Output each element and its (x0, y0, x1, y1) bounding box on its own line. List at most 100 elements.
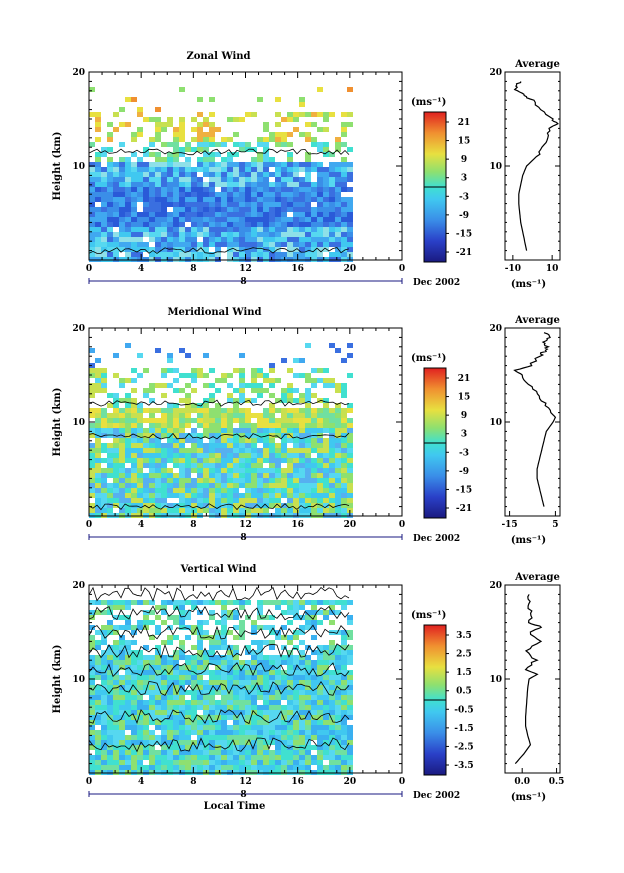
date-marker: 8 (240, 790, 246, 800)
colorbar-label: -9 (459, 467, 469, 477)
date-label: Dec 2002 (413, 278, 460, 288)
colorbar-label: 0.5 (456, 687, 472, 697)
x-tick-label: 8 (190, 264, 196, 274)
colorbar-label: -15 (456, 485, 472, 495)
profile-x-tick-label: -10 (505, 264, 521, 274)
contours (88, 399, 350, 511)
x-tick-label: 16 (291, 264, 304, 274)
panel-title: Meridional Wind (167, 307, 261, 318)
y-axis-title: Height (km) (52, 388, 63, 457)
heatmap-cells (89, 343, 353, 518)
x-tick-label: 0 (399, 520, 405, 530)
colorbar-label: -3.5 (454, 761, 473, 771)
profile-y-tick-label: 20 (489, 68, 502, 78)
profile-frame (504, 584, 561, 774)
colorbar-label: -15 (456, 229, 472, 239)
profile-title: Average (514, 572, 560, 583)
colorbar-label: 15 (458, 393, 471, 403)
profile-x-tick-label: 0.0 (514, 777, 530, 787)
contours (88, 148, 350, 254)
x-tick-label: 0 (86, 777, 92, 787)
x-tick-label: 20 (344, 520, 357, 530)
profile-series-line (514, 594, 543, 765)
colorbar-label: -2.5 (454, 742, 473, 752)
colorbar-label: -21 (456, 248, 472, 258)
date-label: Dec 2002 (413, 534, 460, 544)
x-tick-label: 4 (138, 264, 144, 274)
colorbar-label: -0.5 (454, 705, 473, 715)
profile-y-tick-label: 10 (489, 162, 502, 172)
profile-frame (504, 327, 561, 517)
profile-y-tick-label: 20 (489, 324, 502, 334)
x-tick-label: 0 (399, 777, 405, 787)
panel-title: Vertical Wind (180, 564, 257, 575)
x-tick-label: 0 (86, 264, 92, 274)
colorbar-label: -3 (459, 448, 469, 458)
y-tick-label: 20 (72, 324, 85, 334)
colorbar-label: -21 (456, 504, 472, 514)
colorbar-label: 2.5 (456, 650, 472, 660)
y-axis: 10 20 (72, 324, 402, 517)
y-tick-label: 20 (72, 581, 85, 591)
profile-x-tick-label: -15 (501, 520, 517, 530)
profile-series-line (513, 81, 559, 251)
colorbar-label: -3 (459, 192, 469, 202)
x-tick-label: 0 (86, 520, 92, 530)
date-label: Dec 2002 (413, 791, 460, 801)
colorbar-label: -1.5 (454, 724, 473, 734)
x-axis: 0 4 8 12 16 20 0 (86, 328, 405, 530)
colorbar-unit: (ms⁻¹) (411, 97, 446, 108)
heatmap-cells (89, 87, 353, 262)
panel-2: Vertical Wind 0 4 8 12 16 20 0 10 20 Height (km) 8 D… (52, 564, 564, 812)
x-axis: 0 4 8 12 16 20 0 (86, 585, 405, 787)
x-tick-label: 20 (344, 777, 357, 787)
panel-0: Zonal Wind 0 4 8 12 16 20 0 10 20 Height (km) 8 Dec … (52, 51, 561, 290)
profile-y-tick-label: 10 (489, 675, 502, 685)
colorbar-label: 3.5 (456, 631, 472, 641)
profile-title: Average (514, 59, 560, 70)
colorbar-label: 1.5 (456, 668, 472, 678)
colorbar-label: 3 (461, 430, 467, 440)
heatmap-cells (89, 600, 353, 775)
profile-x-axis-title: (ms⁻¹) (511, 279, 546, 290)
colorbar-label: 9 (461, 155, 467, 165)
x-tick-label: 8 (190, 520, 196, 530)
colorbar-label: 3 (461, 174, 467, 184)
x-tick-label: 16 (291, 520, 304, 530)
profile-x-tick-label: 10 (546, 264, 559, 274)
contours (88, 586, 350, 753)
profile-x-tick-label: 5 (552, 520, 558, 530)
x-tick-label: 16 (291, 777, 304, 787)
colorbar-label: 21 (458, 374, 471, 384)
y-axis-title: Height (km) (52, 132, 63, 201)
colorbar-label: 21 (458, 118, 471, 128)
profile-y-tick-label: 10 (489, 418, 502, 428)
y-tick-label: 10 (72, 418, 85, 428)
panel-title: Zonal Wind (186, 51, 250, 62)
profile-x-axis-title: (ms⁻¹) (511, 792, 546, 803)
colorbar-label: 15 (458, 137, 471, 147)
x-axis: 0 4 8 12 16 20 0 (86, 72, 405, 274)
y-axis: 10 20 (72, 581, 402, 774)
x-axis-title: Local Time (204, 801, 266, 812)
y-tick-label: 20 (72, 68, 85, 78)
colorbar-label: 9 (461, 411, 467, 421)
panel-1: Meridional Wind 0 4 8 12 16 20 0 10 20 Height (km)… (52, 307, 561, 546)
y-tick-label: 10 (72, 162, 85, 172)
colorbar-unit: (ms⁻¹) (411, 610, 446, 621)
y-axis: 10 20 (72, 68, 402, 261)
x-tick-label: 4 (138, 777, 144, 787)
x-tick-label: 12 (239, 264, 252, 274)
y-tick-label: 10 (72, 675, 85, 685)
x-tick-label: 8 (190, 777, 196, 787)
x-tick-label: 20 (344, 264, 357, 274)
y-axis-title: Height (km) (52, 645, 63, 714)
x-tick-label: 12 (239, 777, 252, 787)
date-marker: 8 (240, 277, 246, 287)
x-tick-label: 4 (138, 520, 144, 530)
x-tick-label: 12 (239, 520, 252, 530)
profile-x-tick-label: 0.5 (549, 777, 565, 787)
colorbar-label: -9 (459, 211, 469, 221)
colorbar-unit: (ms⁻¹) (411, 353, 446, 364)
